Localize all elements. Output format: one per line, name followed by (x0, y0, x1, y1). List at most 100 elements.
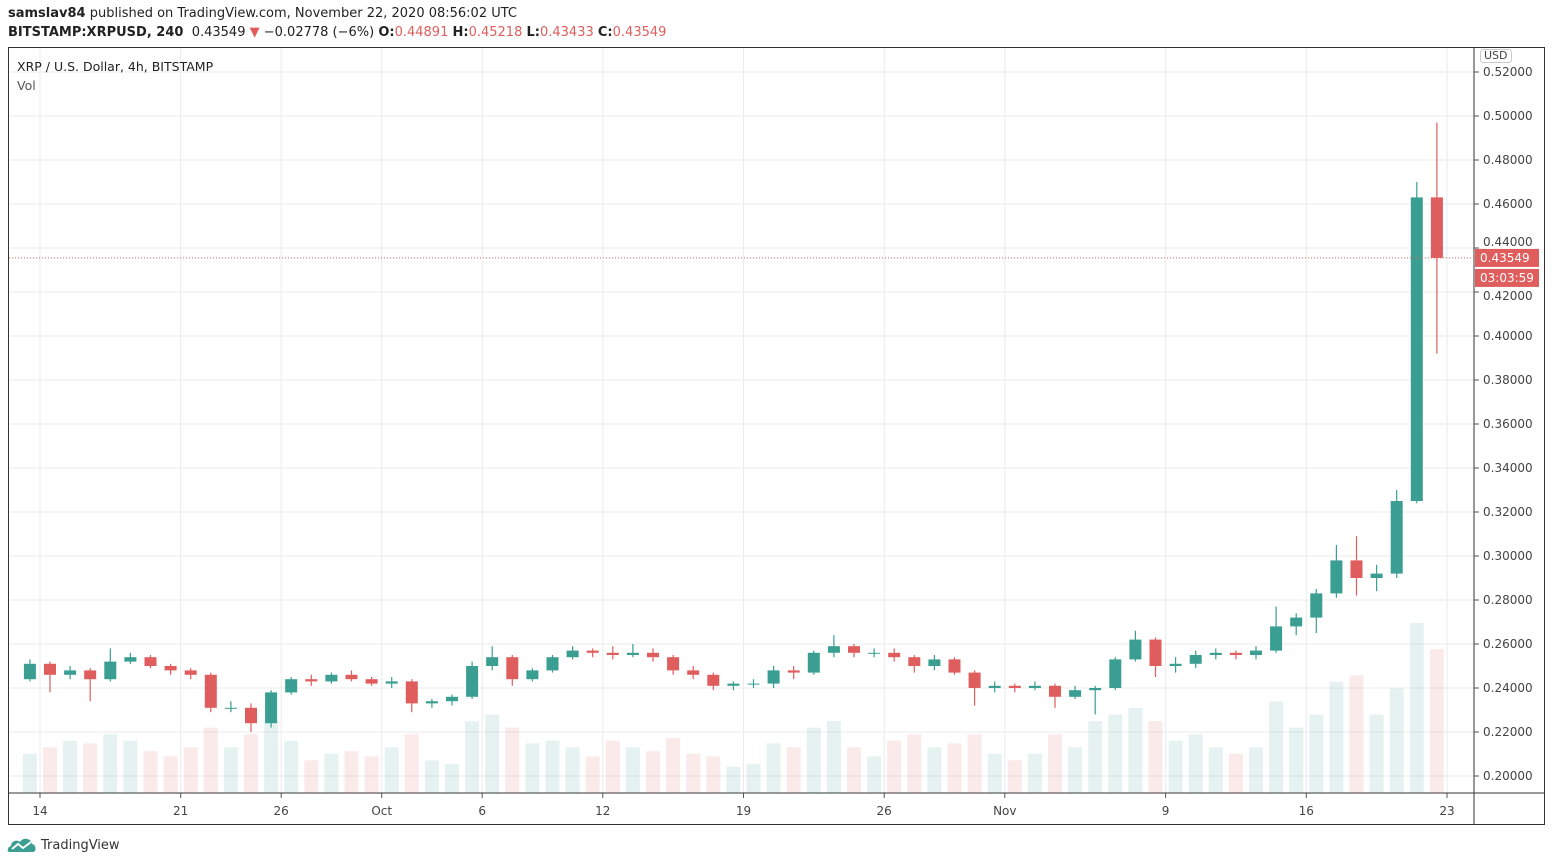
price-tick-label: 0.44000 (1483, 235, 1533, 249)
volume-bar (445, 764, 459, 793)
candle (908, 655, 921, 673)
candle (486, 646, 499, 671)
candle (405, 679, 418, 713)
volume-bar (244, 734, 258, 793)
close-label: C: (597, 25, 613, 40)
candle (1049, 683, 1061, 708)
candle-body (1290, 617, 1303, 627)
candle (888, 648, 901, 662)
candle-body (1028, 685, 1041, 688)
volume-bar (163, 756, 178, 793)
volume-bar (1249, 747, 1263, 793)
price-tick-label: 0.46000 (1483, 197, 1533, 211)
candle-body (446, 696, 458, 702)
candle-body (466, 666, 479, 697)
volume-bar (1068, 747, 1083, 793)
price-tick-label: 0.50000 (1483, 109, 1533, 123)
volume-bar (183, 747, 198, 793)
candle-body (707, 674, 720, 686)
candle-body (1410, 197, 1423, 501)
volume-bar (907, 734, 922, 793)
candle-body (948, 659, 961, 673)
volume-bar (1088, 721, 1103, 793)
price-tick-label: 0.28000 (1483, 593, 1533, 607)
candle (1430, 122, 1443, 354)
candle (64, 666, 77, 680)
candle (1129, 630, 1142, 662)
volume-bar (1108, 714, 1123, 793)
currency-badge[interactable]: USD (1480, 49, 1512, 63)
time-tick-label: 16 (1299, 804, 1314, 818)
volume-bar (22, 753, 37, 793)
candle (526, 668, 539, 682)
candle (345, 670, 358, 682)
price-tick-label: 0.20000 (1483, 769, 1533, 783)
countdown-badge (1475, 268, 1539, 287)
candle-body (827, 646, 840, 653)
candle-body (325, 674, 338, 682)
candle-body (1109, 659, 1122, 688)
author: samslav84 (8, 6, 86, 21)
volume-bar (103, 734, 118, 793)
volume-bar (947, 743, 962, 793)
candle-body (64, 670, 77, 675)
symbol-info: BITSTAMP:XRPUSD, 240 0.43549 ▼ −0.02778 … (8, 25, 666, 40)
candle-body (1129, 639, 1142, 660)
price-tick-label: 0.38000 (1483, 373, 1533, 387)
volume-bar (625, 747, 640, 793)
candle (586, 648, 599, 658)
candle (1370, 564, 1383, 592)
candle (385, 677, 398, 688)
volume-bar (585, 756, 600, 793)
candle-body (224, 707, 237, 709)
price-tick-label: 0.40000 (1483, 329, 1533, 343)
price-tick-label: 0.26000 (1483, 637, 1533, 651)
volume-bar (1389, 688, 1404, 793)
volume-bar (264, 721, 279, 793)
published-text: published on TradingView.com, November 2… (89, 6, 518, 21)
candle-body (1370, 573, 1383, 578)
volume-bar (666, 738, 681, 793)
candle-body (144, 657, 157, 666)
candle (84, 668, 97, 702)
volume-bar (545, 740, 560, 793)
candle (184, 668, 197, 680)
volume-bar (143, 751, 158, 793)
volume-bar (485, 714, 500, 793)
candle (1149, 637, 1162, 677)
candle-body (988, 685, 1001, 688)
volume-bar (806, 727, 821, 793)
price-change: −0.02778 (−6%) (263, 25, 375, 40)
candle (325, 672, 338, 684)
candle (164, 663, 177, 675)
time-tick-label: 19 (736, 804, 751, 818)
time-tick-label: 9 (1162, 804, 1170, 818)
candle (224, 701, 237, 713)
chart-frame[interactable] (8, 47, 1545, 825)
price-tick-label: 0.32000 (1483, 505, 1533, 519)
volume-bar (1309, 714, 1324, 793)
tradingview-cloud-icon (7, 838, 36, 852)
candle (868, 648, 881, 658)
candle-body (868, 652, 881, 654)
volume-bar (786, 747, 801, 793)
price-tick-label: 0.34000 (1483, 461, 1533, 475)
volume-bar (605, 740, 620, 793)
volume-bar (424, 760, 439, 793)
time-tick-label: 14 (32, 804, 47, 818)
tradingview-logo[interactable]: TradingView (7, 836, 120, 854)
candle (1089, 685, 1102, 715)
candle-body (747, 683, 760, 685)
candle (727, 681, 740, 691)
candle-body (1250, 650, 1262, 655)
candle-body (908, 657, 921, 666)
candle-body (546, 657, 559, 671)
candle-body (968, 672, 981, 688)
volume-bar (344, 751, 359, 793)
candle-body (767, 670, 780, 684)
time-tick-label: Nov (993, 804, 1016, 818)
candle-body (506, 657, 519, 680)
volume-bar (384, 747, 399, 793)
candle-body (606, 652, 619, 655)
